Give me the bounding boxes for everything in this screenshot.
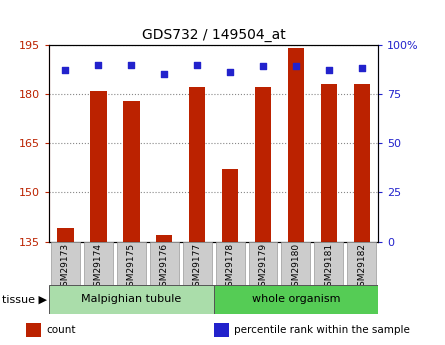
FancyBboxPatch shape bbox=[281, 241, 311, 285]
FancyBboxPatch shape bbox=[248, 241, 278, 285]
Point bbox=[62, 68, 69, 73]
Text: GSM29182: GSM29182 bbox=[357, 243, 366, 292]
Text: GSM29181: GSM29181 bbox=[324, 243, 333, 292]
Text: tissue ▶: tissue ▶ bbox=[2, 295, 47, 304]
Bar bbox=[189, 88, 206, 241]
Point bbox=[292, 64, 299, 69]
Bar bbox=[214, 323, 229, 337]
Point bbox=[95, 62, 102, 67]
Text: count: count bbox=[46, 325, 76, 335]
Text: whole organism: whole organism bbox=[252, 294, 340, 304]
Bar bbox=[288, 48, 304, 242]
FancyBboxPatch shape bbox=[117, 241, 146, 285]
FancyBboxPatch shape bbox=[182, 241, 212, 285]
FancyBboxPatch shape bbox=[49, 285, 214, 314]
Text: GSM29175: GSM29175 bbox=[127, 243, 136, 292]
FancyBboxPatch shape bbox=[150, 241, 179, 285]
Point bbox=[358, 66, 365, 71]
Bar bbox=[26, 323, 41, 337]
Bar bbox=[321, 84, 337, 242]
Text: GSM29177: GSM29177 bbox=[193, 243, 202, 292]
FancyBboxPatch shape bbox=[51, 241, 80, 285]
FancyBboxPatch shape bbox=[84, 241, 113, 285]
Bar bbox=[255, 88, 271, 241]
FancyBboxPatch shape bbox=[215, 241, 245, 285]
Bar bbox=[123, 101, 140, 242]
Bar bbox=[57, 228, 74, 242]
Title: GDS732 / 149504_at: GDS732 / 149504_at bbox=[142, 28, 286, 42]
Point bbox=[227, 70, 234, 75]
Text: GSM29176: GSM29176 bbox=[160, 243, 169, 292]
Bar bbox=[222, 169, 239, 242]
FancyBboxPatch shape bbox=[214, 285, 378, 314]
Text: percentile rank within the sample: percentile rank within the sample bbox=[235, 325, 410, 335]
FancyBboxPatch shape bbox=[314, 241, 344, 285]
Text: GSM29173: GSM29173 bbox=[61, 243, 70, 292]
Bar bbox=[354, 84, 370, 242]
Text: GSM29180: GSM29180 bbox=[291, 243, 300, 292]
FancyBboxPatch shape bbox=[347, 241, 376, 285]
Point bbox=[259, 64, 267, 69]
Text: Malpighian tubule: Malpighian tubule bbox=[81, 294, 182, 304]
Point bbox=[128, 62, 135, 67]
Point bbox=[161, 71, 168, 77]
Bar bbox=[156, 235, 173, 242]
Text: GSM29178: GSM29178 bbox=[226, 243, 235, 292]
Bar bbox=[90, 91, 107, 242]
Point bbox=[194, 62, 201, 67]
Text: GSM29174: GSM29174 bbox=[94, 243, 103, 292]
Text: GSM29179: GSM29179 bbox=[259, 243, 267, 292]
Point bbox=[325, 68, 332, 73]
